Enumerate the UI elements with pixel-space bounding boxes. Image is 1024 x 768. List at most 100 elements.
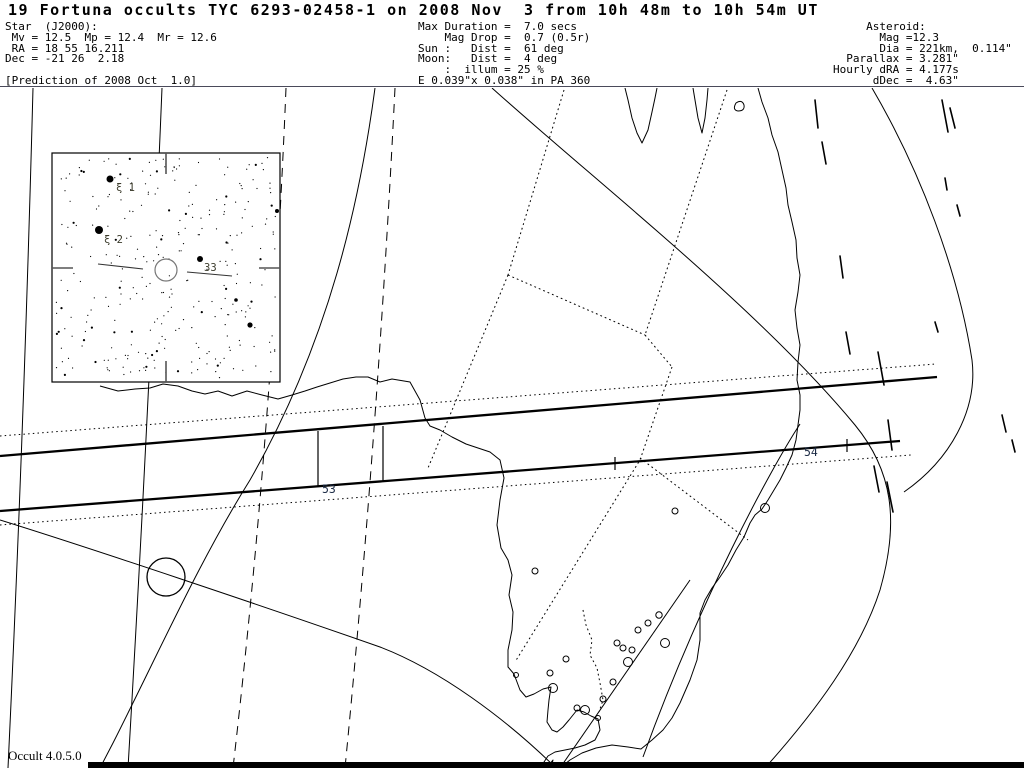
field-star [69, 173, 71, 175]
field-star [167, 311, 169, 313]
field-star [229, 235, 231, 237]
field-star [87, 314, 89, 316]
field-star [56, 312, 58, 314]
field-star [158, 342, 160, 344]
field-star [153, 260, 155, 262]
field-star [274, 349, 276, 351]
field-star [234, 263, 236, 265]
field-star [108, 158, 110, 160]
field-star [215, 228, 218, 230]
field-star [90, 255, 92, 258]
field-star [214, 316, 216, 318]
field-star [115, 163, 117, 165]
field-star [116, 254, 118, 256]
field-star [260, 247, 262, 250]
field-star [224, 174, 226, 176]
field-star [67, 357, 70, 359]
field-star [199, 357, 201, 359]
field-star [138, 370, 141, 372]
site-marker [548, 683, 558, 693]
field-star [132, 210, 134, 213]
field-star [157, 187, 159, 189]
field-star [214, 358, 217, 360]
path-minute-label: 54 [804, 445, 818, 459]
field-star [107, 225, 109, 227]
field-star [191, 203, 193, 205]
field-star [232, 368, 235, 370]
field-star [61, 223, 63, 226]
field-star [170, 288, 172, 290]
field-star [164, 338, 166, 341]
field-star [228, 346, 230, 348]
field-star [105, 296, 107, 298]
site-marker [613, 639, 621, 647]
field-star [244, 208, 246, 211]
field-star [81, 345, 83, 347]
field-star [156, 318, 158, 320]
field-star [225, 287, 228, 290]
star-chart-inset: ξ 1 ξ 2 33 [51, 152, 281, 383]
field-star [128, 157, 131, 160]
field-star [120, 293, 122, 295]
bright-star [275, 209, 279, 213]
field-star [80, 169, 83, 173]
field-star [272, 233, 274, 235]
field-star [261, 284, 263, 286]
field-star [90, 326, 93, 329]
site-marker [513, 672, 519, 678]
field-star [161, 292, 163, 294]
field-star [119, 303, 121, 305]
field-star [145, 285, 147, 287]
field-star [195, 184, 197, 186]
field-star [160, 238, 163, 241]
field-star [188, 205, 190, 207]
field-star [245, 311, 247, 313]
field-star [254, 327, 256, 329]
site-marker [628, 646, 636, 654]
field-star [146, 261, 148, 263]
field-star [145, 365, 148, 368]
field-star [239, 344, 241, 346]
field-star [226, 335, 228, 337]
moon-position-circle [146, 557, 186, 597]
field-star [223, 213, 225, 215]
field-star [60, 307, 63, 310]
asteroid-info-block: Asteroid: Mag =12.3 Dia = 221km, 0.114" … [833, 20, 1012, 87]
field-star [82, 339, 86, 342]
field-star [195, 342, 197, 344]
site-marker [623, 657, 633, 667]
field-star [255, 365, 257, 367]
field-star [155, 170, 158, 173]
field-star [172, 170, 174, 172]
field-star [164, 166, 166, 168]
field-star [176, 370, 180, 373]
field-star [224, 204, 226, 206]
field-star [184, 212, 187, 215]
field-star [108, 370, 110, 372]
field-star [197, 161, 200, 164]
field-star [124, 354, 126, 356]
field-star [178, 158, 180, 160]
field-star [223, 357, 225, 359]
site-marker [573, 704, 581, 712]
field-star [103, 160, 105, 162]
field-star [262, 169, 264, 171]
field-star [264, 269, 266, 271]
field-star [240, 185, 242, 187]
field-star [155, 350, 158, 353]
field-star [200, 217, 202, 219]
field-star [134, 258, 137, 260]
bright-star [234, 298, 238, 302]
field-star [142, 298, 144, 300]
field-star [170, 306, 172, 308]
bright-star [197, 256, 203, 262]
field-star [266, 157, 269, 159]
field-star [223, 284, 225, 287]
field-star [55, 332, 59, 335]
island-fragments [814, 99, 1016, 513]
field-star [193, 306, 195, 308]
field-star [86, 321, 88, 323]
site-marker [619, 644, 627, 652]
field-star [149, 234, 151, 236]
field-star [141, 276, 143, 278]
